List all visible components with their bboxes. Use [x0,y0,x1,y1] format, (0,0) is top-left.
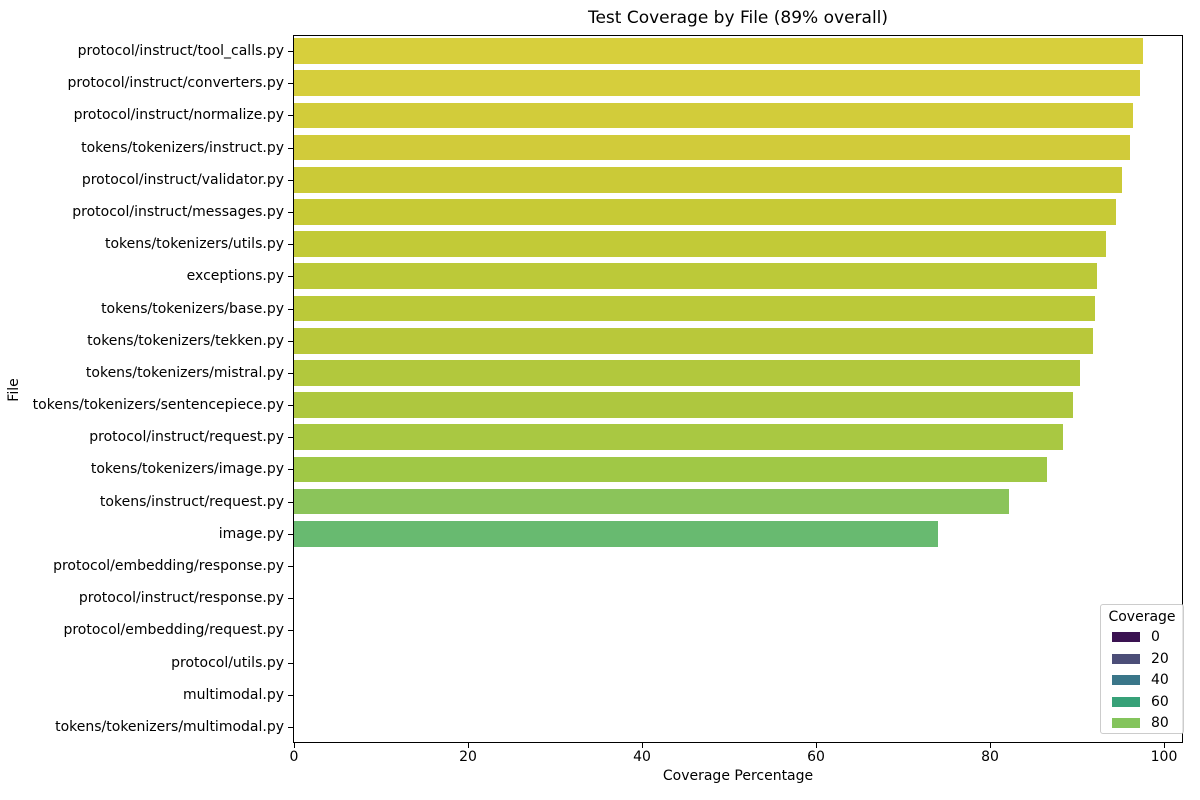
legend-entry-label: 0 [1151,629,1160,645]
x-tick-mark [990,743,991,748]
bar [294,166,1123,193]
y-tick-mark [288,372,293,374]
y-tick-mark [288,179,293,181]
y-tick-label: image.py [218,525,284,542]
bar [294,327,1093,354]
legend-entry-label: 80 [1151,715,1169,731]
y-tick-label: protocol/embedding/response.py [53,558,284,574]
y-tick-mark [288,147,293,149]
y-tick-label: protocol/instruct/normalize.py [73,107,284,124]
x-tick-mark [468,743,469,748]
x-tick-label: 0 [289,749,299,765]
y-tick-mark [288,51,293,53]
y-tick-mark [288,308,293,310]
y-tick-mark [288,340,293,342]
y-tick-mark [288,437,293,439]
legend-entry-label: 40 [1151,672,1169,688]
legend-entry-label: 20 [1151,650,1169,667]
y-tick-mark [288,533,293,535]
y-tick-label: tokens/tokenizers/utils.py [105,236,284,253]
legend-swatch [1112,675,1140,685]
bar [294,263,1097,290]
y-tick-mark [288,212,293,213]
bar [294,488,1010,515]
bar [294,456,1047,483]
y-tick-mark [288,115,293,117]
bar [294,424,1064,451]
y-tick-mark [288,598,293,600]
y-tick-label: exceptions.py [186,268,284,285]
legend-swatch [1112,653,1140,664]
bar [294,102,1133,129]
y-tick-label: protocol/instruct/request.py [89,429,284,446]
x-tick-label: 100 [1150,749,1178,765]
bar [294,70,1140,97]
bar [294,134,1131,161]
x-tick-mark [294,743,295,748]
y-tick-label: protocol/instruct/converters.py [67,75,284,92]
y-tick-label: protocol/instruct/validator.py [81,171,284,188]
y-tick-mark [288,501,293,503]
x-tick-mark [642,743,643,748]
x-axis-label: Coverage Percentage [662,768,814,784]
y-tick-label: protocol/instruct/response.py [78,590,284,607]
x-tick-label: 40 [633,749,651,765]
legend-entry-label: 60 [1151,693,1169,710]
legend-swatch [1112,718,1140,728]
bar [294,295,1096,322]
y-tick-label: protocol/instruct/tool_calls.py [77,43,284,60]
y-tick-mark [288,726,293,728]
bar [294,360,1080,386]
y-tick-label: tokens/tokenizers/sentencepiece.py [32,397,284,414]
bar [294,199,1117,225]
y-tick-label: tokens/tokenizers/multimodal.py [55,718,284,735]
legend-swatch [1112,632,1140,642]
bar [294,520,938,547]
x-tick-mark [1164,743,1165,748]
y-tick-label: tokens/tokenizers/base.py [101,300,284,317]
x-tick-label: 80 [981,749,999,765]
chart-title: Test Coverage by File (89% overall) [587,8,889,28]
y-tick-label: protocol/utils.py [171,654,284,671]
y-tick-mark [288,630,293,632]
y-tick-mark [288,566,293,567]
y-tick-label: protocol/embedding/request.py [63,622,284,639]
legend: Coverage 0 20 40 60 80 [1100,604,1184,734]
legend-swatch [1112,696,1140,707]
y-tick-label: multimodal.py [183,686,284,703]
y-tick-mark [288,694,293,696]
x-tick-mark [816,743,817,748]
bar [294,38,1144,64]
y-tick-label: tokens/instruct/request.py [99,493,284,510]
y-tick-label: tokens/tokenizers/image.py [90,461,284,478]
bar [294,392,1073,418]
x-tick-label: 20 [459,749,477,765]
y-tick-mark [288,469,293,471]
y-tick-label: protocol/instruct/messages.py [72,204,284,220]
bar [294,231,1106,258]
y-tick-mark [288,83,293,85]
y-tick-label: tokens/tokenizers/tekken.py [87,332,284,349]
y-tick-mark [288,662,293,664]
y-tick-mark [288,405,293,407]
y-tick-label: tokens/tokenizers/instruct.py [81,139,284,156]
y-tick-mark [288,244,293,246]
y-tick-label: tokens/tokenizers/mistral.py [85,364,284,381]
legend-title: Coverage [1108,609,1176,625]
y-axis-label: File [6,378,22,402]
x-tick-label: 60 [807,749,825,765]
y-tick-mark [288,276,293,278]
